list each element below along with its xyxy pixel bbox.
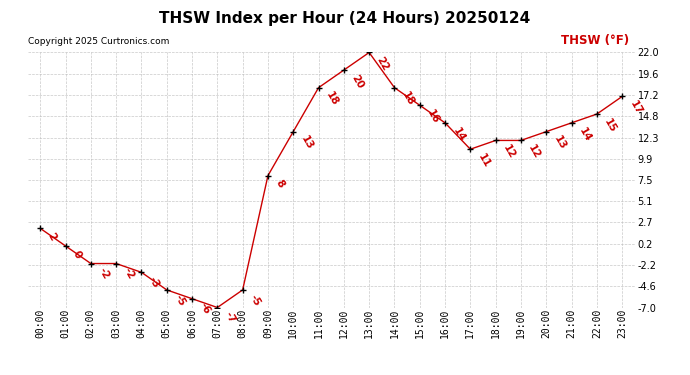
Text: 11: 11 bbox=[476, 152, 492, 170]
Text: Copyright 2025 Curtronics.com: Copyright 2025 Curtronics.com bbox=[28, 38, 169, 46]
Text: 0: 0 bbox=[71, 249, 83, 260]
Text: -2: -2 bbox=[97, 266, 111, 281]
Text: 22: 22 bbox=[375, 55, 391, 73]
Text: 13: 13 bbox=[552, 134, 568, 152]
Text: 12: 12 bbox=[501, 143, 517, 161]
Text: 15: 15 bbox=[602, 117, 618, 134]
Text: 14: 14 bbox=[451, 126, 466, 143]
Text: 13: 13 bbox=[299, 134, 315, 152]
Text: -2: -2 bbox=[121, 266, 136, 281]
Text: -5: -5 bbox=[248, 293, 263, 308]
Text: 2: 2 bbox=[46, 231, 58, 242]
Text: -6: -6 bbox=[197, 302, 212, 316]
Text: 20: 20 bbox=[349, 73, 365, 90]
Text: 14: 14 bbox=[577, 126, 593, 143]
Text: 16: 16 bbox=[425, 108, 441, 126]
Text: THSW (°F): THSW (°F) bbox=[560, 34, 629, 47]
Text: 12: 12 bbox=[526, 143, 542, 161]
Text: THSW Index per Hour (24 Hours) 20250124: THSW Index per Hour (24 Hours) 20250124 bbox=[159, 11, 531, 26]
Text: 8: 8 bbox=[273, 178, 286, 190]
Text: -7: -7 bbox=[223, 310, 237, 326]
Text: -3: -3 bbox=[147, 275, 161, 290]
Text: 18: 18 bbox=[400, 90, 416, 108]
Text: -5: -5 bbox=[172, 293, 187, 308]
Text: 17: 17 bbox=[628, 99, 644, 117]
Text: 18: 18 bbox=[324, 90, 340, 108]
